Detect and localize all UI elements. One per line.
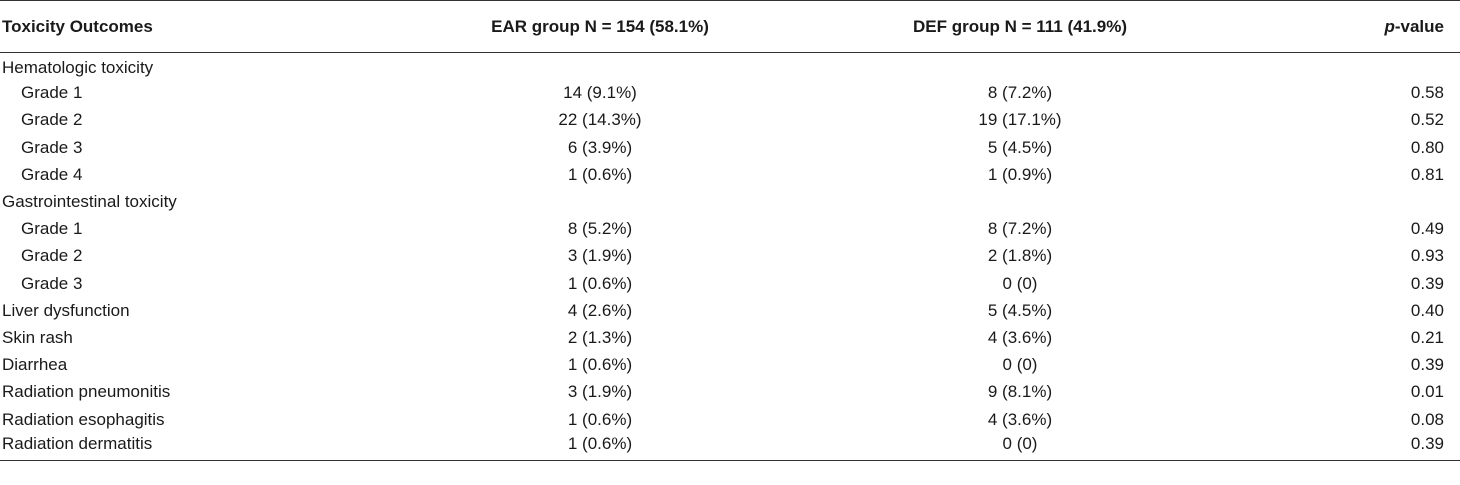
ear-value: 1 (0.6%) — [567, 273, 633, 293]
ear-value: 1 (0.6%) — [567, 164, 633, 184]
table-row: Diarrhea 1 (0.6%) 0 (0) 0.39 — [0, 352, 1460, 379]
def-value: 8 (7.2%) — [987, 83, 1053, 103]
row-label: Grade 2 — [21, 246, 83, 266]
p-value: 0.01 — [1410, 382, 1444, 402]
ear-value: 6 (3.9%) — [567, 137, 633, 157]
ear-value: 2 (1.3%) — [567, 327, 633, 347]
def-value: 8 (7.2%) — [987, 219, 1053, 239]
p-value: 0.39 — [1410, 273, 1444, 293]
row-label: Hematologic toxicity — [2, 58, 154, 78]
toxicity-outcomes-table: Toxicity Outcomes EAR group N = 154 (58.… — [0, 0, 1460, 461]
ear-value — [390, 188, 810, 215]
header-p-value: p-value — [1230, 0, 1460, 53]
table-row: Liver dysfunction 4 (2.6%) 5 (4.5%) 0.40 — [0, 297, 1460, 324]
row-label: Grade 2 — [21, 110, 83, 130]
table-header: Toxicity Outcomes EAR group N = 154 (58.… — [0, 0, 1460, 53]
def-value — [810, 188, 1230, 215]
table-body: Hematologic toxicity Grade 1 14 (9.1%) 8… — [0, 53, 1460, 461]
ear-value — [390, 53, 810, 80]
def-value — [810, 53, 1230, 80]
def-value: 5 (4.5%) — [987, 137, 1053, 157]
table-row: Radiation pneumonitis 3 (1.9%) 9 (8.1%) … — [0, 379, 1460, 406]
p-value: 0.52 — [1410, 110, 1444, 130]
row-label: Grade 4 — [21, 164, 83, 184]
table-row: Gastrointestinal toxicity — [0, 188, 1460, 215]
def-value: 5 (4.5%) — [987, 300, 1053, 320]
def-value: 2 (1.8%) — [987, 246, 1053, 266]
p-value: 0.80 — [1410, 137, 1444, 157]
row-label: Grade 1 — [21, 83, 83, 103]
ear-value: 22 (14.3%) — [558, 110, 642, 130]
row-label: Radiation dermatitis — [0, 433, 390, 461]
def-value: 4 (3.6%) — [987, 409, 1053, 429]
header-def-group: DEF group N = 111 (41.9%) — [810, 0, 1230, 53]
p-value — [1230, 188, 1460, 215]
table-row: Grade 1 14 (9.1%) 8 (7.2%) 0.58 — [0, 80, 1460, 107]
p-value: 0.49 — [1410, 219, 1444, 239]
table-row: Grade 4 1 (0.6%) 1 (0.9%) 0.81 — [0, 161, 1460, 188]
def-value: 1 (0.9%) — [987, 164, 1053, 184]
row-label: Diarrhea — [2, 355, 68, 375]
def-value: 19 (17.1%) — [978, 110, 1062, 130]
table-row: Grade 3 6 (3.9%) 5 (4.5%) 0.80 — [0, 134, 1460, 161]
p-value: 0.58 — [1410, 83, 1444, 103]
header-toxicity-outcomes: Toxicity Outcomes — [0, 0, 390, 53]
ear-value: 1 (0.6%) — [567, 409, 633, 429]
p-value: 0.40 — [1410, 300, 1444, 320]
ear-value: 8 (5.2%) — [567, 219, 633, 239]
table-row: Skin rash 2 (1.3%) 4 (3.6%) 0.21 — [0, 324, 1460, 351]
ear-value: 1 (0.6%) — [567, 355, 633, 375]
def-value: 0 (0) — [810, 433, 1230, 461]
p-value — [1230, 53, 1460, 80]
table-row: Hematologic toxicity — [0, 53, 1460, 80]
p-value: 0.93 — [1410, 246, 1444, 266]
def-value: 0 (0) — [1002, 273, 1038, 293]
header-row: Toxicity Outcomes EAR group N = 154 (58.… — [0, 0, 1460, 53]
ear-value: 3 (1.9%) — [567, 382, 633, 402]
header-p-italic: p — [1384, 16, 1395, 36]
table-row: Grade 2 22 (14.3%) 19 (17.1%) 0.52 — [0, 107, 1460, 134]
row-label: Grade 3 — [21, 137, 83, 157]
table-row: Radiation esophagitis 1 (0.6%) 4 (3.6%) … — [0, 406, 1460, 433]
p-value: 0.21 — [1410, 327, 1444, 347]
row-label: Skin rash — [2, 327, 73, 347]
header-ear-group: EAR group N = 154 (58.1%) — [390, 0, 810, 53]
p-value: 0.39 — [1410, 355, 1444, 375]
p-value: 0.81 — [1410, 164, 1444, 184]
ear-value: 4 (2.6%) — [567, 300, 633, 320]
row-label: Liver dysfunction — [2, 300, 130, 320]
table-row: Grade 1 8 (5.2%) 8 (7.2%) 0.49 — [0, 216, 1460, 243]
table-row: Grade 3 1 (0.6%) 0 (0) 0.39 — [0, 270, 1460, 297]
p-value: 0.39 — [1230, 433, 1460, 461]
ear-value: 1 (0.6%) — [390, 433, 810, 461]
def-value: 9 (8.1%) — [987, 382, 1053, 402]
row-label: Grade 3 — [21, 273, 83, 293]
header-p-suffix: -value — [1394, 16, 1444, 36]
table-row: Radiation dermatitis 1 (0.6%) 0 (0) 0.39 — [0, 433, 1460, 461]
table-row: Grade 2 3 (1.9%) 2 (1.8%) 0.93 — [0, 243, 1460, 270]
row-label: Radiation esophagitis — [2, 409, 165, 429]
row-label: Grade 1 — [21, 219, 83, 239]
ear-value: 3 (1.9%) — [567, 246, 633, 266]
ear-value: 14 (9.1%) — [563, 83, 637, 103]
p-value: 0.08 — [1410, 409, 1444, 429]
def-value: 4 (3.6%) — [987, 327, 1053, 347]
row-label: Gastrointestinal toxicity — [2, 192, 177, 212]
def-value: 0 (0) — [1002, 355, 1038, 375]
row-label: Radiation pneumonitis — [2, 382, 171, 402]
